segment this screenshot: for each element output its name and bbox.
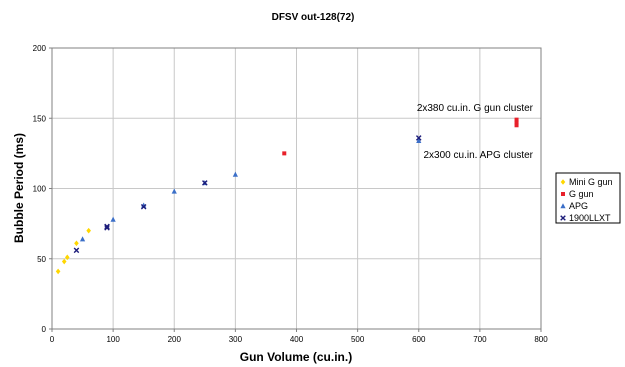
legend-label-1900llxt: 1900LLXT bbox=[569, 213, 611, 223]
y-tick-label: 0 bbox=[42, 325, 47, 334]
x-axis-label: Gun Volume (cu.in.) bbox=[240, 350, 352, 364]
y-tick-label: 50 bbox=[37, 255, 46, 264]
x-tick-label: 100 bbox=[106, 335, 120, 344]
legend-label-mini-g-gun: Mini G gun bbox=[569, 177, 613, 187]
point-g-gun bbox=[282, 151, 287, 156]
legend-marker-1900llxt bbox=[560, 215, 566, 221]
annotation-g-gun-cluster: 2x380 cu.in. G gun cluster bbox=[417, 103, 534, 114]
point-1900llxt bbox=[104, 225, 110, 231]
point-apg bbox=[171, 188, 177, 194]
chart-title: DFSV out-128(72) bbox=[272, 12, 355, 23]
x-tick-label: 200 bbox=[168, 335, 182, 344]
point-1900llxt bbox=[140, 203, 147, 210]
data-points bbox=[55, 117, 519, 275]
point-mini-g-gun bbox=[86, 227, 91, 234]
legend-marker-apg bbox=[560, 203, 566, 209]
point-1900llxt bbox=[73, 247, 80, 254]
y-axis-label: Bubble Period (ms) bbox=[12, 133, 26, 243]
point-1900llxt bbox=[104, 223, 110, 230]
point-mini-g-gun bbox=[64, 254, 70, 261]
legend-label-apg: APG bbox=[569, 201, 588, 211]
legend-marker-g-gun bbox=[561, 192, 565, 196]
point-1900llxt bbox=[202, 180, 208, 186]
x-tick-label: 800 bbox=[534, 335, 548, 344]
point-mini-g-gun bbox=[61, 258, 67, 265]
legend-marker-mini-g-gun bbox=[560, 179, 566, 185]
point-g-gun bbox=[514, 120, 519, 125]
point-apg bbox=[232, 171, 238, 177]
point-mini-g-gun bbox=[55, 268, 61, 275]
x-tick-label: 500 bbox=[351, 335, 365, 344]
x-tick-label: 600 bbox=[412, 335, 426, 344]
point-mini-g-gun bbox=[74, 240, 79, 247]
point-g-gun bbox=[514, 123, 519, 128]
point-apg bbox=[416, 137, 422, 144]
grid-lines bbox=[52, 48, 541, 329]
x-tick-label: 300 bbox=[229, 335, 243, 344]
x-tick-label: 700 bbox=[473, 335, 487, 344]
point-apg bbox=[110, 216, 116, 222]
y-tick-label: 200 bbox=[33, 44, 47, 53]
legend-box bbox=[555, 172, 621, 224]
legend-markers bbox=[560, 179, 566, 221]
x-tick-label: 400 bbox=[290, 335, 304, 344]
annotation-apg-cluster: 2x300 cu.in. APG cluster bbox=[423, 150, 533, 161]
y-tick-label: 100 bbox=[33, 185, 47, 194]
y-tick-label: 150 bbox=[33, 114, 47, 123]
point-apg bbox=[79, 236, 86, 242]
point-g-gun bbox=[514, 117, 519, 122]
point-1900llxt bbox=[415, 135, 422, 141]
legend: Mini G gun G gun APG 1900LLXT bbox=[555, 172, 621, 224]
x-tick-label: 0 bbox=[50, 335, 55, 344]
axis-tick-labels: 0 100 200 300 400 500 600 700 800 0 50 100 150 200 bbox=[33, 44, 549, 344]
legend-label-g-gun: G gun bbox=[569, 189, 594, 199]
